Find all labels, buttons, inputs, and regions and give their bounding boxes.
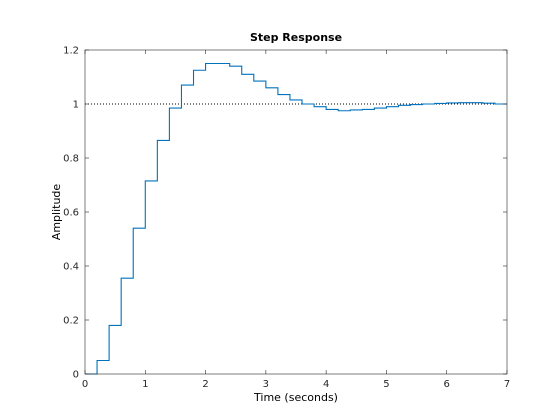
x-tick-label: 0 [82, 379, 88, 390]
y-tick-label: 0.8 [63, 154, 79, 165]
y-tick-label: 1.2 [63, 46, 79, 57]
y-tick-label: 0.6 [63, 208, 79, 219]
y-tick-label: 0 [73, 370, 79, 381]
x-tick-label: 7 [504, 379, 510, 390]
x-tick-label: 6 [444, 379, 450, 390]
x-axis-label: Time (seconds) [253, 391, 338, 404]
series-layer [85, 62, 507, 375]
x-tick-label: 1 [142, 379, 148, 390]
x-tick-label: 4 [323, 379, 329, 390]
x-tick-label: 2 [202, 379, 208, 390]
series-line-0 [85, 62, 507, 375]
x-tick-label: 3 [263, 379, 269, 390]
plot-area [85, 50, 507, 374]
chart-title: Step Response [250, 31, 342, 44]
y-tick-label: 0.2 [63, 316, 79, 327]
y-axis: 0 0.2 0.4 0.6 0.8 1 1.2 [63, 46, 507, 381]
y-tick-label: 1 [73, 100, 79, 111]
y-tick-label: 0.4 [63, 262, 79, 273]
x-tick-label: 5 [383, 379, 389, 390]
x-axis: 0 1 2 3 4 5 6 7 [82, 50, 510, 390]
y-axis-label: Amplitude [50, 184, 63, 241]
